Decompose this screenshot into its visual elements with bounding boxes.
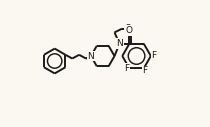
Text: N: N xyxy=(88,52,94,61)
Text: N: N xyxy=(88,52,94,61)
Text: F: F xyxy=(124,64,129,73)
Text: F: F xyxy=(151,51,156,60)
Text: O: O xyxy=(126,26,133,35)
Text: F: F xyxy=(142,66,147,75)
Text: O: O xyxy=(125,24,132,33)
Text: N: N xyxy=(116,39,123,48)
